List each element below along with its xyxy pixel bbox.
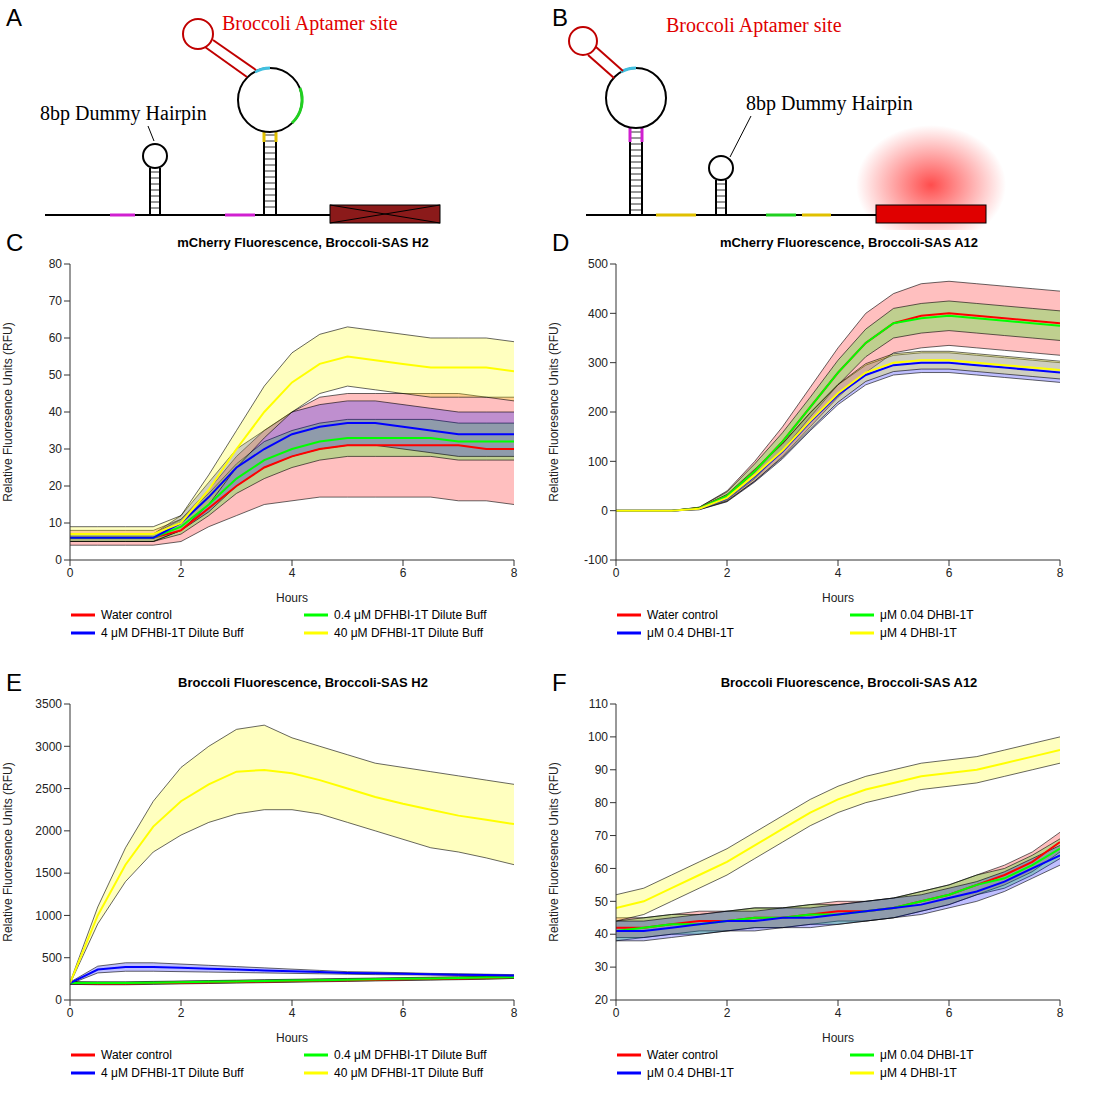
html-text:μM 4 DHBI-1T: μM 4 DHBI-1T [880, 626, 957, 640]
svg-text:2000: 2000 [35, 824, 62, 838]
html-text:Water control: Water control [647, 1048, 718, 1062]
svg-text:20: 20 [595, 993, 609, 1007]
svg-text:0: 0 [67, 566, 74, 580]
svg-text:Hours: Hours [822, 1031, 854, 1045]
svg-text:110: 110 [589, 697, 608, 711]
svg-text:2500: 2500 [35, 782, 62, 796]
svg-text:0: 0 [55, 993, 62, 1007]
svg-text:30: 30 [49, 442, 63, 456]
svg-text:2: 2 [178, 566, 185, 580]
svg-text:8bp Dummy Hairpin: 8bp Dummy Hairpin [40, 102, 207, 125]
html-text:Broccoli Fluorescence, Broccol: Broccoli Fluorescence, Broccoli-SAS A12 [720, 675, 978, 690]
svg-text:Broccoli Aptamer site: Broccoli Aptamer site [222, 12, 398, 35]
html-text:μM 4 DHBI-1T: μM 4 DHBI-1T [880, 1066, 957, 1080]
html-text:Water control: Water control [647, 608, 718, 622]
svg-text:Relative Fluoresence Units (RF: Relative Fluoresence Units (RFU) [1, 322, 15, 501]
svg-text:1000: 1000 [35, 909, 62, 923]
svg-text:30: 30 [595, 960, 609, 974]
svg-text:90: 90 [595, 763, 609, 777]
svg-text:8: 8 [511, 1006, 518, 1020]
svg-text:Hours: Hours [276, 591, 308, 605]
svg-text:4: 4 [835, 1006, 842, 1020]
svg-text:6: 6 [400, 1006, 407, 1020]
svg-text:100: 100 [588, 455, 608, 469]
svg-text:8: 8 [1057, 566, 1064, 580]
svg-text:6: 6 [400, 566, 407, 580]
svg-text:0: 0 [67, 1006, 74, 1020]
html-text:Broccoli Fluorescence, Broccol: Broccoli Fluorescence, Broccoli-SAS H2 [178, 675, 428, 690]
svg-text:80: 80 [49, 257, 63, 271]
svg-text:8: 8 [511, 566, 518, 580]
svg-text:70: 70 [49, 294, 63, 308]
svg-text:Relative Fluoresence Units (RF: Relative Fluoresence Units (RFU) [1, 762, 15, 941]
svg-text:4: 4 [289, 566, 296, 580]
html-text:Water control: Water control [101, 1048, 172, 1062]
html-text:4 μM DFHBI-1T Dilute Buff: 4 μM DFHBI-1T Dilute Buff [101, 1066, 244, 1080]
svg-text:0: 0 [613, 1006, 620, 1020]
html-text:E: E [6, 669, 22, 696]
html-text:μM 0.4 DHBI-1T: μM 0.4 DHBI-1T [647, 1066, 734, 1080]
svg-text:Relative Fluoresence Units (RF: Relative Fluoresence Units (RFU) [547, 322, 561, 501]
svg-text:0: 0 [601, 504, 608, 518]
svg-text:8bp Dummy Hairpin: 8bp Dummy Hairpin [746, 92, 913, 115]
svg-text:3000: 3000 [35, 740, 62, 754]
svg-text:Broccoli Aptamer site: Broccoli Aptamer site [666, 14, 842, 37]
svg-text:4: 4 [835, 566, 842, 580]
svg-text:6: 6 [946, 566, 953, 580]
svg-text:200: 200 [588, 405, 608, 419]
svg-text:B: B [552, 4, 568, 31]
svg-text:2: 2 [724, 566, 731, 580]
html-text:4 μM DFHBI-1T Dilute Buff: 4 μM DFHBI-1T Dilute Buff [101, 626, 244, 640]
svg-text:2: 2 [724, 1006, 731, 1020]
svg-text:500: 500 [588, 257, 608, 271]
svg-text:6: 6 [946, 1006, 953, 1020]
html-text:mCherry Fluorescence, Broccoli: mCherry Fluorescence, Broccoli-SAS A12 [719, 235, 979, 250]
html-text:μM 0.04 DHBI-1T: μM 0.04 DHBI-1T [880, 1048, 974, 1062]
html-text:μM 0.4 DHBI-1T: μM 0.4 DHBI-1T [647, 626, 734, 640]
svg-text:50: 50 [595, 895, 609, 909]
html-text:40 μM DFHBI-1T Dilute Buff: 40 μM DFHBI-1T Dilute Buff [334, 626, 484, 640]
html-text:D: D [552, 229, 570, 256]
svg-text:80: 80 [595, 796, 609, 810]
html-text:Water control: Water control [101, 608, 172, 622]
svg-text:300: 300 [588, 356, 608, 370]
svg-text:A: A [6, 4, 22, 31]
svg-text:Relative Fluoresence Units (RF: Relative Fluoresence Units (RFU) [547, 762, 561, 941]
svg-text:1500: 1500 [35, 866, 62, 880]
svg-text:0: 0 [55, 553, 62, 567]
svg-text:50: 50 [49, 368, 63, 382]
svg-text:3500: 3500 [35, 697, 62, 711]
svg-text:2: 2 [178, 1006, 185, 1020]
html-text:0.4 μM DFHBI-1T Dilute Buff: 0.4 μM DFHBI-1T Dilute Buff [334, 1048, 487, 1062]
svg-text:Hours: Hours [822, 591, 854, 605]
html-text:μM 0.04 DHBI-1T: μM 0.04 DHBI-1T [880, 608, 974, 622]
svg-text:20: 20 [49, 479, 63, 493]
html-text:F: F [552, 669, 567, 696]
svg-text:40: 40 [595, 927, 609, 941]
svg-text:60: 60 [49, 331, 63, 345]
svg-text:60: 60 [595, 862, 609, 876]
html-text:mCherry Fluorescence, Broccoli: mCherry Fluorescence, Broccoli-SAS H2 [177, 235, 429, 250]
svg-text:70: 70 [595, 829, 609, 843]
html-text:40 μM DFHBI-1T Dilute Buff: 40 μM DFHBI-1T Dilute Buff [334, 1066, 484, 1080]
svg-text:Hours: Hours [276, 1031, 308, 1045]
svg-text:4: 4 [289, 1006, 296, 1020]
svg-text:100: 100 [588, 730, 608, 744]
svg-text:8: 8 [1057, 1006, 1064, 1020]
svg-text:-100: -100 [584, 553, 608, 567]
svg-text:40: 40 [49, 405, 63, 419]
svg-text:400: 400 [588, 307, 608, 321]
svg-text:500: 500 [42, 951, 62, 965]
svg-text:10: 10 [49, 516, 63, 530]
svg-text:0: 0 [613, 566, 620, 580]
html-text:0.4 μM DFHBI-1T Dilute Buff: 0.4 μM DFHBI-1T Dilute Buff [334, 608, 487, 622]
html-text:C: C [6, 229, 24, 256]
